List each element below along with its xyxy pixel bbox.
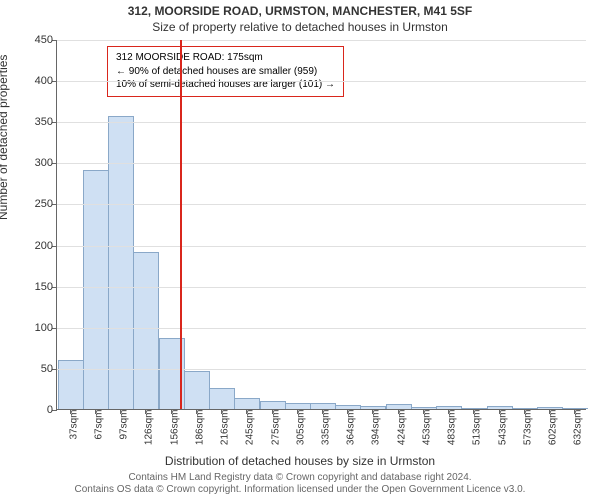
ytick-label: 450 [23, 34, 53, 46]
annotation-line3: 10% of semi-detached houses are larger (… [116, 78, 335, 92]
ytick-label: 150 [23, 281, 53, 293]
gridline [57, 246, 586, 247]
ytick-label: 250 [23, 198, 53, 210]
attribution-line2: Contains OS data © Crown copyright. Info… [0, 484, 600, 496]
gridline [57, 328, 586, 329]
ytick-label: 350 [23, 116, 53, 128]
xtick-label: 573sqm [522, 410, 533, 446]
xtick-label: 632sqm [573, 410, 584, 446]
annotation-line1: 312 MOORSIDE ROAD: 175sqm [116, 51, 335, 65]
gridline [57, 122, 586, 123]
bar [83, 170, 109, 409]
bar [58, 360, 84, 410]
gridline [57, 163, 586, 164]
xtick-label: 394sqm [371, 410, 382, 446]
xtick-label: 186sqm [194, 410, 205, 446]
bar [234, 398, 260, 409]
bar [386, 404, 412, 409]
xtick-label: 156sqm [169, 410, 180, 446]
bar [209, 388, 235, 409]
ytick-label: 300 [23, 157, 53, 169]
annotation-box: 312 MOORSIDE ROAD: 175sqm ← 90% of detac… [107, 46, 344, 97]
plot-region: 312 MOORSIDE ROAD: 175sqm ← 90% of detac… [56, 40, 586, 410]
xtick-label: 364sqm [346, 410, 357, 446]
plot-area: 312 MOORSIDE ROAD: 175sqm ← 90% of detac… [56, 40, 586, 410]
gridline [57, 40, 586, 41]
bar [108, 116, 134, 409]
histogram-chart: 312, MOORSIDE ROAD, URMSTON, MANCHESTER,… [0, 0, 600, 500]
annotation-line2: ← 90% of detached houses are smaller (95… [116, 65, 335, 79]
ytick-label: 0 [23, 404, 53, 416]
bar [360, 406, 386, 409]
xtick-label: 216sqm [220, 410, 231, 446]
bar [260, 401, 286, 409]
xtick-label: 513sqm [472, 410, 483, 446]
chart-subtitle: Size of property relative to detached ho… [0, 20, 600, 34]
ytick-label: 200 [23, 240, 53, 252]
x-axis-label: Distribution of detached houses by size … [0, 454, 600, 468]
bar [133, 252, 159, 409]
xtick-label: 67sqm [93, 410, 104, 440]
xtick-label: 97sqm [119, 410, 130, 440]
bar [184, 371, 210, 409]
xtick-label: 245sqm [245, 410, 256, 446]
ytick-label: 50 [23, 363, 53, 375]
xtick-label: 602sqm [548, 410, 559, 446]
attribution: Contains HM Land Registry data © Crown c… [0, 472, 600, 496]
xtick-label: 543sqm [497, 410, 508, 446]
y-axis-label: Number of detached properties [0, 55, 10, 220]
chart-title: 312, MOORSIDE ROAD, URMSTON, MANCHESTER,… [0, 4, 600, 18]
xtick-label: 275sqm [270, 410, 281, 446]
ytick-label: 100 [23, 322, 53, 334]
attribution-line1: Contains HM Land Registry data © Crown c… [0, 472, 600, 484]
bar [285, 403, 311, 409]
gridline [57, 369, 586, 370]
gridline [57, 204, 586, 205]
xtick-label: 453sqm [421, 410, 432, 446]
xtick-label: 424sqm [396, 410, 407, 446]
xtick-label: 305sqm [295, 410, 306, 446]
reference-line [180, 40, 182, 409]
gridline [57, 287, 586, 288]
bar [335, 405, 361, 409]
gridline [57, 81, 586, 82]
xtick-label: 335sqm [321, 410, 332, 446]
xtick-label: 483sqm [447, 410, 458, 446]
ytick-label: 400 [23, 75, 53, 87]
xtick-label: 37sqm [68, 410, 79, 440]
xtick-label: 126sqm [144, 410, 155, 446]
